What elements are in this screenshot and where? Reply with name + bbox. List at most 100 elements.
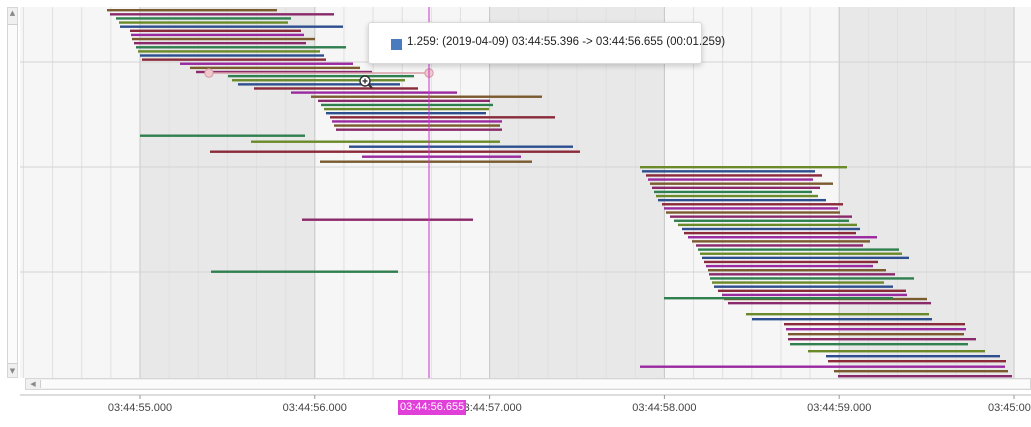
- interval-bar: [180, 62, 353, 65]
- interval-bar: [318, 99, 490, 103]
- interval-bar: [828, 360, 1006, 363]
- horizontal-scroll-thumb[interactable]: [40, 380, 1030, 388]
- interval-bar: [648, 178, 813, 181]
- interval-bar: [210, 150, 580, 153]
- axis-tick-label: 03:44:56.000: [283, 402, 347, 414]
- vertical-scrollbar[interactable]: ▲ ▼: [7, 7, 18, 378]
- interval-bar: [302, 218, 473, 221]
- interval-bar: [664, 297, 893, 300]
- scroll-left-icon[interactable]: ◀: [30, 380, 36, 388]
- interval-bar: [784, 323, 965, 326]
- interval-bar: [786, 328, 966, 331]
- interval-bar: [330, 116, 555, 119]
- interval-bar: [254, 87, 418, 90]
- scroll-down-icon[interactable]: ▼: [9, 367, 16, 375]
- interval-bar: [662, 203, 843, 206]
- interval-bar: [709, 273, 895, 276]
- interval-bar: [826, 355, 1000, 358]
- interval-bar: [116, 17, 291, 20]
- interval-bar: [362, 155, 521, 158]
- interval-bar: [712, 281, 884, 284]
- interval-bar: [658, 198, 826, 202]
- interval-bar: [130, 29, 301, 32]
- tooltip-swatch: [391, 39, 402, 50]
- interval-bar: [702, 256, 909, 260]
- interval-bar: [670, 215, 852, 218]
- interval-bar: [642, 170, 815, 173]
- interval-bar: [722, 293, 907, 297]
- interval-bar: [320, 160, 532, 163]
- interval-bar: [326, 112, 486, 115]
- cursor-time-label: 03:44:56.655: [398, 400, 467, 415]
- scroll-up-icon[interactable]: ▲: [9, 9, 16, 17]
- interval-bar: [666, 211, 840, 214]
- interval-bar: [119, 21, 288, 24]
- interval-bar: [706, 264, 873, 268]
- interval-bar: [788, 338, 976, 341]
- interval-bar: [718, 289, 906, 292]
- interval-bar: [211, 270, 398, 273]
- interval-bar: [834, 370, 1008, 373]
- interval-bar: [682, 227, 860, 231]
- interval-bar: [688, 236, 877, 239]
- interval-bar: [228, 74, 414, 78]
- axis-tick-label: 03:44:58.000: [632, 402, 696, 414]
- interval-bar: [698, 248, 899, 251]
- interval-bar: [692, 240, 870, 243]
- interval-bar: [696, 244, 863, 247]
- interval-bar: [838, 375, 1012, 378]
- interval-bar: [700, 252, 902, 255]
- interval-bar: [650, 182, 833, 185]
- interval-bar: [131, 33, 304, 37]
- interval-bar: [652, 186, 820, 189]
- interval-bar: [136, 46, 346, 49]
- vertical-scroll-thumb[interactable]: [8, 24, 17, 364]
- interval-bar: [196, 70, 372, 74]
- interval-bar: [190, 66, 360, 70]
- interval-bar: [752, 318, 932, 321]
- interval-bar: [808, 350, 985, 353]
- interval-bar: [110, 13, 334, 16]
- interval-bar: [788, 333, 964, 336]
- interval-bar: [311, 95, 542, 98]
- range-start-handle: [204, 68, 214, 78]
- interval-bar: [120, 25, 343, 28]
- interval-bar: [746, 313, 929, 316]
- interval-bar: [336, 128, 502, 131]
- interval-bar: [678, 223, 857, 227]
- interval-bar: [321, 103, 493, 107]
- tooltip-text: 1.259: (2019-04-09) 03:44:55.396 -> 03:4…: [407, 36, 726, 48]
- interval-bar: [684, 231, 856, 235]
- interval-bar: [640, 365, 1005, 368]
- axis-tick-label: 03:44:59.000: [807, 402, 871, 414]
- interval-bar: [291, 91, 457, 94]
- interval-bar: [232, 79, 405, 82]
- zoom-in-icon[interactable]: [359, 75, 373, 89]
- interval-bar: [714, 285, 893, 288]
- interval-bar: [238, 83, 400, 86]
- interval-bar: [138, 50, 320, 53]
- interval-bar: [324, 107, 489, 111]
- axis-tick-label: 03:45:00.0: [988, 402, 1031, 414]
- interval-bar: [646, 174, 822, 177]
- interval-bar: [142, 58, 326, 61]
- tooltip: 1.259: (2019-04-09) 03:44:55.396 -> 03:4…: [368, 22, 725, 64]
- interval-bar: [349, 145, 573, 148]
- horizontal-scrollbar[interactable]: ◀: [25, 378, 1031, 390]
- interval-bar: [640, 166, 847, 169]
- interval-bar: [251, 140, 500, 143]
- interval-bar: [664, 207, 838, 210]
- interval-bar: [656, 194, 818, 198]
- interval-bar: [790, 343, 968, 346]
- interval-bar: [704, 260, 878, 264]
- interval-bar: [132, 37, 315, 41]
- axis-tick-label: 03:44:57.000: [457, 402, 521, 414]
- interval-bar: [728, 301, 931, 305]
- interval-bar: [334, 124, 500, 127]
- axis-tick-label: 03:44:55.000: [108, 402, 172, 414]
- interval-bar: [674, 219, 849, 222]
- interval-bar: [654, 190, 812, 194]
- interval-bar: [134, 41, 306, 45]
